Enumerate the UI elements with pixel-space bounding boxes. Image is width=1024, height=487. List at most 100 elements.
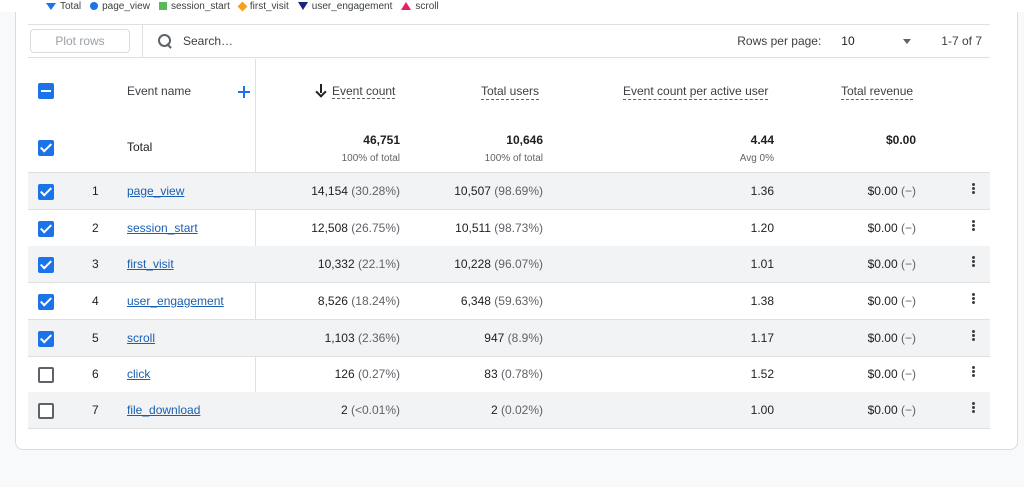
revenue-cell: $0.00 (−) [868, 221, 916, 235]
per-user-cell: 1.17 [750, 331, 774, 345]
event-name-link[interactable]: page_view [127, 184, 185, 198]
totals-per-user: 4.44 [750, 133, 774, 147]
more-vert-icon[interactable] [972, 366, 976, 380]
row-checkbox[interactable] [38, 257, 54, 273]
total-users-cell: 10,507 (98.69%) [454, 184, 543, 198]
event-name-link[interactable]: scroll [127, 331, 156, 345]
table-row[interactable]: 4 user_engagement 8,526 (18.24%) 6,348 (59.… [28, 283, 990, 320]
row-checkbox[interactable] [38, 367, 54, 383]
total-users-value: 83 [484, 367, 498, 381]
revenue-value: $0.00 [867, 184, 898, 198]
per-user-cell: 1.01 [750, 257, 774, 271]
row-index: 5 [92, 331, 99, 345]
row-checkbox[interactable] [38, 221, 54, 237]
row-index: 2 [92, 221, 99, 235]
total-users-cell: 10,511 (98.73%) [455, 221, 543, 235]
revenue-pct: (−) [901, 294, 916, 308]
pagination-range: 1-7 of 7 [941, 34, 982, 48]
more-vert-icon[interactable] [972, 183, 976, 197]
revenue-pct: (−) [901, 367, 916, 381]
table-row[interactable]: 3 first_visit 10,332 (22.1%) 10,228 (96.07%… [28, 246, 990, 283]
event-count-cell: 12,508 (26.75%) [311, 221, 400, 235]
revenue-pct: (−) [901, 257, 916, 271]
row-checkbox[interactable] [38, 403, 54, 419]
select-all-checkbox[interactable] [38, 83, 54, 99]
event-count-value: 2 [340, 403, 348, 417]
totals-total-users: 10,646 [506, 133, 543, 147]
per-user-cell: 1.00 [750, 403, 774, 417]
circle-icon [90, 2, 99, 10]
more-vert-icon[interactable] [972, 293, 976, 307]
revenue-cell: $0.00 (−) [868, 257, 916, 271]
revenue-value: $0.00 [867, 221, 898, 235]
per-user-cell: 1.20 [750, 221, 774, 235]
totals-event-count: 46,751 [363, 133, 400, 147]
search-input[interactable] [183, 34, 583, 48]
event-name-link[interactable]: file_download [127, 403, 201, 417]
table-header-row: Event name Event count Total users Event… [28, 59, 990, 115]
legend-item-scroll[interactable]: scroll [401, 1, 439, 12]
event-name-link[interactable]: session_start [127, 221, 198, 235]
revenue-cell: $0.00 (−) [868, 331, 916, 345]
plot-rows-button[interactable]: Plot rows [30, 29, 130, 53]
total-users-cell: 83 (0.78%) [484, 367, 543, 381]
legend-item-session-start[interactable]: session_start [158, 1, 230, 12]
row-checkbox[interactable] [38, 184, 54, 200]
event-count-value: 126 [334, 367, 355, 381]
event-count-pct: (2.36%) [357, 331, 400, 345]
revenue-value: $0.00 [867, 367, 898, 381]
header-total-users[interactable]: Total users [481, 84, 540, 100]
row-checkbox[interactable] [38, 331, 54, 347]
header-total-revenue[interactable]: Total revenue [841, 84, 914, 100]
revenue-value: $0.00 [867, 403, 898, 417]
event-count-cell: 1,103 (2.36%) [325, 331, 400, 345]
revenue-pct: (−) [901, 184, 916, 198]
total-users-value: 2 [490, 403, 498, 417]
table-row[interactable]: 2 session_start 12,508 (26.75%) 10,511 (98.… [28, 210, 990, 247]
rows-per-page-select[interactable]: 10 [841, 34, 912, 48]
more-vert-icon[interactable] [972, 402, 976, 416]
event-count-pct: (0.27%) [357, 367, 400, 381]
table-row[interactable]: 6 click 126 (0.27%) 83 (0.78%) 1.52 $0.00 (−) [28, 356, 990, 393]
revenue-value: $0.00 [867, 294, 898, 308]
totals-checkbox[interactable] [38, 140, 54, 156]
toolbar-divider [142, 24, 143, 58]
row-index: 6 [92, 367, 99, 381]
header-event-count[interactable]: Event count [316, 84, 396, 99]
per-user-cell: 1.52 [750, 367, 774, 381]
event-count-cell: 10,332 (22.1%) [318, 257, 400, 271]
header-event-name[interactable]: Event name [127, 84, 192, 98]
event-count-value: 10,332 [317, 257, 355, 271]
event-count-pct: (<0.01%) [350, 403, 400, 417]
table-row[interactable]: 1 page_view 14,154 (30.28%) 10,507 (98.69%)… [28, 173, 990, 210]
totals-row: Total 46,751 100% of total 10,646 100% o… [28, 115, 990, 173]
total-users-pct: (98.73%) [494, 221, 543, 235]
table-row[interactable]: 5 scroll 1,103 (2.36%) 947 (8.9%) 1.17 $0.00 … [28, 320, 990, 357]
header-event-count-per-user[interactable]: Event count per active user [623, 84, 769, 100]
event-count-value: 8,526 [317, 294, 348, 308]
more-vert-icon[interactable] [972, 330, 976, 344]
square-icon [158, 2, 167, 10]
event-count-cell: 14,154 (30.28%) [311, 184, 400, 198]
event-name-link[interactable]: click [127, 367, 151, 381]
event-count-value: 14,154 [311, 184, 348, 198]
legend-item-first-visit[interactable]: first_visit [237, 1, 289, 12]
total-users-cell: 10,228 (96.07%) [454, 257, 543, 271]
event-name-link[interactable]: first_visit [127, 257, 174, 271]
table-toolbar: Plot rows Rows per page: 10 1-7 of 7 [28, 24, 990, 58]
event-name-link[interactable]: user_engagement [127, 294, 224, 308]
legend-item-total[interactable]: Total [46, 1, 81, 12]
more-vert-icon[interactable] [972, 256, 976, 270]
row-checkbox[interactable] [38, 294, 54, 310]
event-count-cell: 2 (<0.01%) [341, 403, 400, 417]
more-vert-icon[interactable] [972, 220, 976, 234]
legend-item-user-engagement[interactable]: user_engagement [297, 1, 392, 12]
revenue-pct: (−) [901, 331, 916, 345]
legend-item-page-view[interactable]: page_view [90, 1, 150, 12]
triangle-up-icon [401, 2, 412, 10]
total-users-pct: (98.69%) [494, 184, 543, 198]
add-dimension-icon[interactable] [238, 86, 250, 98]
table-row[interactable]: 7 file_download 2 (<0.01%) 2 (0.02%) 1.00 $0.… [28, 392, 990, 429]
revenue-cell: $0.00 (−) [868, 184, 916, 198]
search-icon [157, 33, 173, 49]
